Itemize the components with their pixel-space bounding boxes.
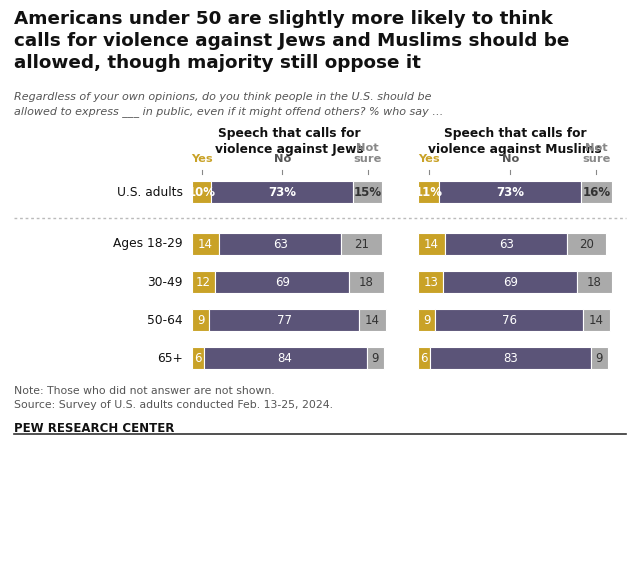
Text: 14: 14: [198, 237, 213, 250]
Text: 21: 21: [355, 237, 369, 250]
Text: 77: 77: [276, 314, 292, 327]
Text: 18: 18: [359, 275, 374, 289]
Text: 15%: 15%: [353, 186, 381, 198]
Text: 69: 69: [502, 275, 518, 289]
Text: 14: 14: [589, 314, 604, 327]
Bar: [192, 309, 209, 331]
Text: 73%: 73%: [268, 186, 296, 198]
Text: 63: 63: [273, 237, 288, 250]
Text: 18: 18: [587, 275, 602, 289]
Bar: [192, 233, 219, 255]
Bar: [418, 347, 429, 369]
Bar: [435, 309, 583, 331]
Text: 50-64: 50-64: [147, 314, 183, 327]
Bar: [445, 233, 568, 255]
Text: Speech that calls for
violence against Muslims: Speech that calls for violence against M…: [428, 127, 602, 157]
Text: 10%: 10%: [188, 186, 216, 198]
Bar: [418, 181, 439, 203]
Text: Not
sure: Not sure: [582, 143, 611, 164]
Text: Note: Those who did not answer are not shown.
Source: Survey of U.S. adults cond: Note: Those who did not answer are not s…: [14, 386, 333, 410]
Bar: [418, 271, 444, 293]
Text: 76: 76: [502, 314, 516, 327]
Text: 69: 69: [275, 275, 290, 289]
Bar: [211, 181, 353, 203]
Bar: [439, 181, 581, 203]
Text: 30-49: 30-49: [147, 275, 183, 289]
Bar: [215, 271, 349, 293]
Text: 12: 12: [196, 275, 211, 289]
Text: 9: 9: [423, 314, 431, 327]
Text: 20: 20: [579, 237, 594, 250]
Bar: [209, 309, 359, 331]
Text: No: No: [273, 154, 291, 164]
Text: U.S. adults: U.S. adults: [117, 186, 183, 198]
Text: 9: 9: [372, 352, 379, 364]
Text: 9: 9: [197, 314, 205, 327]
Bar: [444, 271, 577, 293]
Bar: [591, 347, 608, 369]
Text: 9: 9: [596, 352, 603, 364]
Bar: [418, 233, 445, 255]
Text: Yes: Yes: [191, 154, 212, 164]
Bar: [581, 181, 612, 203]
Text: 6: 6: [194, 352, 202, 364]
Text: No: No: [502, 154, 519, 164]
Bar: [204, 347, 367, 369]
Text: 11%: 11%: [415, 186, 443, 198]
Bar: [577, 271, 612, 293]
Bar: [341, 233, 382, 255]
Text: Ages 18-29: Ages 18-29: [113, 237, 183, 250]
Bar: [429, 347, 591, 369]
Text: Regardless of your own opinions, do you think people in the U.S. should be
allow: Regardless of your own opinions, do you …: [14, 92, 444, 116]
Bar: [583, 309, 610, 331]
Bar: [192, 181, 211, 203]
Bar: [192, 271, 215, 293]
Text: Yes: Yes: [418, 154, 440, 164]
Text: 16%: 16%: [582, 186, 611, 198]
Bar: [192, 347, 204, 369]
Text: 63: 63: [499, 237, 514, 250]
Bar: [418, 309, 435, 331]
Text: 13: 13: [423, 275, 438, 289]
Bar: [353, 181, 382, 203]
Text: Americans under 50 are slightly more likely to think
calls for violence against : Americans under 50 are slightly more lik…: [14, 10, 570, 72]
Text: 14: 14: [365, 314, 380, 327]
Bar: [568, 233, 606, 255]
Bar: [349, 271, 384, 293]
Text: 6: 6: [420, 352, 428, 364]
Text: 83: 83: [503, 352, 518, 364]
Bar: [219, 233, 341, 255]
Text: 14: 14: [424, 237, 439, 250]
Text: PEW RESEARCH CENTER: PEW RESEARCH CENTER: [14, 422, 174, 435]
Bar: [367, 347, 384, 369]
Text: 84: 84: [278, 352, 292, 364]
Text: 65+: 65+: [157, 352, 183, 364]
Text: Speech that calls for
violence against Jews: Speech that calls for violence against J…: [214, 127, 364, 157]
Bar: [359, 309, 386, 331]
Text: Not
sure: Not sure: [353, 143, 381, 164]
Text: 73%: 73%: [496, 186, 524, 198]
